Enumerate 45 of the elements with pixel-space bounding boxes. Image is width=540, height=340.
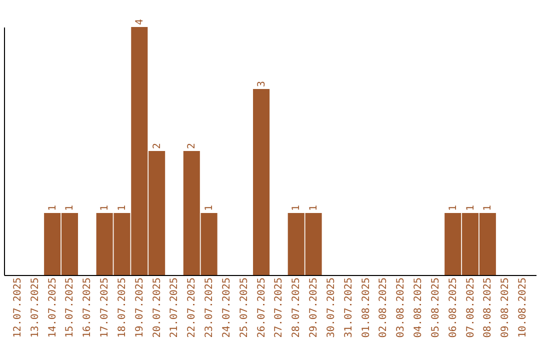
bar bbox=[253, 89, 270, 275]
data-label: 4 bbox=[134, 18, 146, 25]
x-tick-label: 04.08.2025 bbox=[413, 278, 424, 338]
x-tick-label: 25.07.2025 bbox=[238, 278, 250, 338]
x-tick-label: 09.08.2025 bbox=[500, 278, 512, 338]
x-tick-label: 20.07.2025 bbox=[152, 278, 163, 338]
x-tick-label: 23.07.2025 bbox=[204, 278, 216, 338]
x-tick-label: 05.08.2025 bbox=[430, 278, 442, 338]
x-tick-label: 26.07.2025 bbox=[256, 278, 268, 338]
data-label: 1 bbox=[482, 204, 494, 211]
x-tick-label: 12.07.2025 bbox=[12, 278, 24, 338]
x-tick-label: 19.07.2025 bbox=[134, 278, 146, 338]
x-tick-label: 13.07.2025 bbox=[30, 278, 41, 338]
data-label: 1 bbox=[204, 204, 216, 211]
x-tick-label: 21.07.2025 bbox=[169, 278, 180, 338]
data-label: 2 bbox=[152, 142, 163, 149]
x-tick-label: 31.07.2025 bbox=[343, 278, 354, 338]
data-label: 1 bbox=[448, 204, 459, 211]
x-tick-label: 18.07.2025 bbox=[116, 278, 128, 338]
x-tick-label: 01.08.2025 bbox=[360, 278, 372, 338]
data-label: 1 bbox=[47, 204, 58, 211]
x-tick-label: 29.07.2025 bbox=[308, 278, 320, 338]
data-label: 1 bbox=[64, 204, 76, 211]
x-tick-label: 06.08.2025 bbox=[448, 278, 459, 338]
x-tick-label: 14.07.2025 bbox=[47, 278, 58, 338]
x-tick-label: 24.07.2025 bbox=[221, 278, 232, 338]
x-tick-label: 30.07.2025 bbox=[326, 278, 337, 338]
data-label: 3 bbox=[256, 80, 268, 87]
x-tick-label: 03.08.2025 bbox=[396, 278, 407, 338]
data-label: 1 bbox=[116, 204, 128, 211]
data-label: 1 bbox=[465, 204, 476, 211]
x-tick-label: 07.08.2025 bbox=[465, 278, 476, 338]
data-label: 1 bbox=[291, 204, 302, 211]
data-label: 1 bbox=[100, 204, 111, 211]
x-tick-label: 28.07.2025 bbox=[291, 278, 302, 338]
x-tick-label: 02.08.2025 bbox=[378, 278, 390, 338]
x-tick-label: 17.07.2025 bbox=[100, 278, 111, 338]
x-tick-label: 15.07.2025 bbox=[64, 278, 76, 338]
x-tick-label: 16.07.2025 bbox=[82, 278, 94, 338]
data-label: 1 bbox=[308, 204, 320, 211]
data-label: 2 bbox=[186, 142, 198, 149]
x-tick-label: 10.08.2025 bbox=[518, 278, 529, 338]
x-tick-label: 27.07.2025 bbox=[274, 278, 285, 338]
x-tick-label: 22.07.2025 bbox=[186, 278, 198, 338]
x-tick-label: 08.08.2025 bbox=[482, 278, 494, 338]
